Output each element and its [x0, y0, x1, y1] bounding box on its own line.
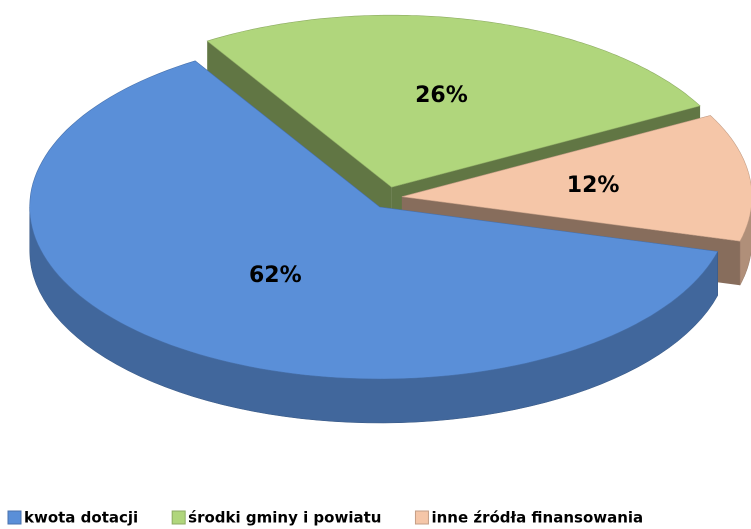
data-label: 12%	[567, 173, 620, 198]
legend-swatch	[171, 510, 186, 525]
slice-tops	[29, 14, 751, 380]
legend-swatch	[7, 510, 22, 525]
legend-label: kwota dotacji	[24, 509, 138, 527]
data-label: 62%	[249, 263, 302, 288]
legend-swatch	[414, 510, 429, 525]
slice	[29, 60, 719, 380]
data-label: 26%	[415, 83, 468, 108]
legend-label: inne źródła finansowania	[431, 509, 643, 527]
slice	[401, 115, 751, 242]
slice	[206, 14, 701, 188]
legend-label: środki gminy i powiatu	[188, 509, 381, 527]
